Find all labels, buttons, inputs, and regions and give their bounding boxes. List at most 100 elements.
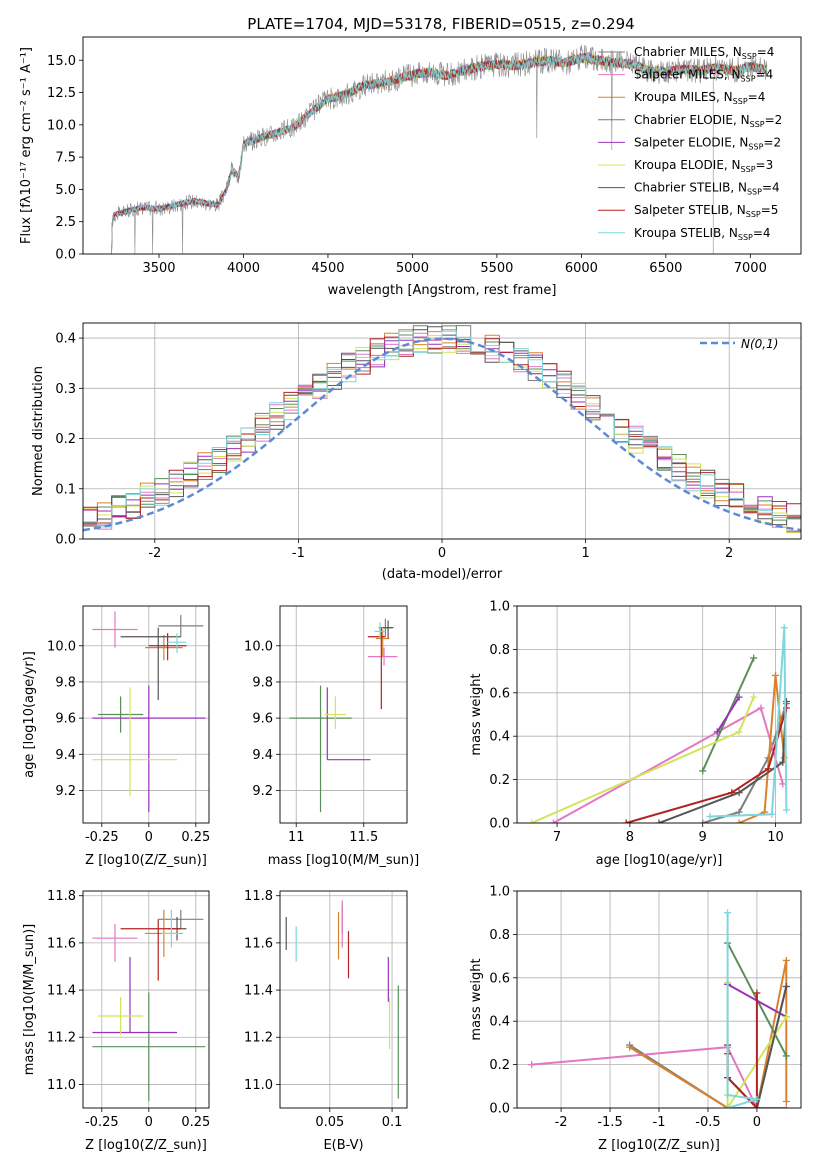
weight-marker — [753, 1104, 761, 1108]
y-tick-label: 0.0 — [489, 1102, 510, 1117]
weight-marker — [750, 693, 758, 701]
x-tick-label: 2 — [725, 546, 733, 561]
y-axis-label: Flux [fλ10⁻¹⁷ erg cm⁻² s⁻¹ A⁻¹] — [19, 47, 34, 244]
axes-frame — [279, 605, 408, 824]
legend-label-sub: SSP — [750, 120, 765, 129]
x-tick-label: -0.25 — [85, 1115, 119, 1130]
y-tick-label: 0.2 — [55, 432, 76, 447]
y-tick-label: 9.4 — [55, 748, 76, 763]
weight-marker — [699, 767, 707, 775]
x-axis-label: E(B-V) — [323, 1138, 363, 1153]
x-tick-label: 0 — [145, 830, 153, 845]
histogram-series-8 — [83, 336, 801, 539]
x-axis-label: Z [log10(Z/Z_sun)] — [85, 1138, 207, 1153]
x-tick-label: 0.05 — [315, 1115, 344, 1130]
y-tick-label: 0.0 — [489, 817, 510, 832]
y-tick-label: 0.6 — [489, 971, 510, 986]
x-axis-label: (data-model)/error — [382, 567, 503, 582]
y-tick-label: 12.5 — [47, 86, 76, 101]
x-tick-label: 6000 — [565, 261, 598, 276]
y-tick-label: 9.8 — [55, 675, 76, 690]
legend-label: Kroupa MILES, NSSP=4 — [634, 90, 765, 106]
y-tick-label: 11.2 — [47, 1031, 76, 1046]
y-tick-label: 10.0 — [47, 118, 76, 133]
x-tick-label: 0.25 — [181, 830, 210, 845]
legend-label-main: Salpeter STELIB, N — [634, 203, 746, 217]
x-tick-label: -1 — [653, 1115, 666, 1130]
weight-marker — [528, 819, 536, 823]
y-tick-label: 11.8 — [47, 889, 76, 904]
weight-marker — [622, 819, 630, 823]
y-tick-label: 9.2 — [252, 784, 273, 799]
y-tick-label: 1.0 — [489, 600, 510, 615]
y-tick-label: 11.6 — [244, 936, 273, 951]
legend-label-tail: =4 — [748, 90, 766, 104]
weight-marker — [750, 654, 758, 662]
legend-label: Chabrier ELODIE, NSSP=2 — [634, 113, 782, 129]
legend-label-main: Kroupa MILES, N — [634, 90, 733, 104]
weight-line-3 — [738, 675, 786, 823]
legend-label-tail: =2 — [763, 135, 781, 149]
y-tick-label: 9.8 — [252, 675, 273, 690]
weight-marker — [724, 1104, 732, 1108]
weight-marker — [724, 1091, 732, 1099]
y-axis-label: mass weight — [469, 673, 484, 755]
legend-label-tail: =5 — [761, 203, 779, 217]
weight-marker — [757, 704, 765, 712]
figure-title: PLATE=1704, MJD=53178, FIBERID=0515, z=0… — [247, 15, 634, 33]
x-axis-label: Z [log10(Z/Z_sun)] — [598, 1138, 720, 1153]
legend-label: Chabrier STELIB, NSSP=4 — [634, 181, 780, 197]
y-tick-label: 7.5 — [55, 151, 76, 166]
weight-vs-age-plot-area — [528, 624, 790, 823]
legend-label: Salpeter STELIB, NSSP=5 — [634, 203, 778, 219]
mass-vs-Z-panel: -0.25 0 0.25 11.0 11.2 11.4 11.6 11.8 Z [log10(Z… — [22, 889, 210, 1153]
weight-marker — [782, 1104, 790, 1108]
weight-line-1 — [702, 703, 788, 823]
legend-label-tail: =3 — [756, 158, 774, 172]
y-tick-label: 0.0 — [55, 248, 76, 263]
weight-marker — [724, 909, 732, 917]
y-tick-label: 0.1 — [55, 482, 76, 497]
weight-vs-age-panel: 7 8 9 10 0.0 0.2 0.4 0.6 0.8 1.0 age [log10(age/yr… — [469, 600, 802, 868]
legend-label: N(0,1) — [741, 337, 778, 351]
weight-marker — [782, 956, 790, 964]
x-tick-label: 0.1 — [382, 1115, 403, 1130]
legend-label-sub: SSP — [738, 233, 753, 242]
y-tick-label: 9.4 — [252, 748, 273, 763]
x-tick-label: -2 — [555, 1115, 568, 1130]
y-axis-label: mass weight — [469, 958, 484, 1040]
x-axis-label: age [log10(age/yr)] — [596, 853, 723, 868]
y-tick-label: 11.0 — [244, 1078, 273, 1093]
x-tick-label: 1 — [581, 546, 589, 561]
legend-label-main: Chabrier MILES, N — [634, 45, 742, 59]
weight-marker — [782, 697, 790, 705]
y-tick-label: 10.0 — [47, 639, 76, 654]
x-tick-label: -0.5 — [695, 1115, 720, 1130]
weight-marker — [782, 704, 790, 712]
weight-line-9 — [709, 627, 788, 818]
y-tick-label: 0.4 — [489, 1015, 510, 1030]
x-tick-label: 0.25 — [181, 1115, 210, 1130]
weight-marker — [655, 819, 663, 823]
y-tick-label: 0.0 — [55, 533, 76, 548]
weight-marker — [782, 1052, 790, 1060]
weight-vs-Z-plot-area — [528, 909, 790, 1108]
normal-reference-curve — [83, 337, 801, 532]
axes-frame — [82, 890, 210, 1109]
legend-label-sub: SSP — [747, 188, 762, 197]
mass-vs-Z-plot-area — [92, 909, 206, 1101]
weight-line-9 — [726, 912, 758, 1108]
legend-label-tail: =4 — [757, 45, 775, 59]
histogram-series-9 — [83, 330, 801, 539]
legend-label-main: Kroupa ELODIE, N — [634, 158, 741, 172]
x-tick-label: 0 — [438, 546, 446, 561]
axes-frame — [82, 36, 802, 255]
x-tick-label: -2 — [148, 546, 161, 561]
legend-label-main: Chabrier ELODIE, N — [634, 113, 750, 127]
legend-label: Chabrier MILES, NSSP=4 — [634, 45, 774, 61]
age-vs-Z-panel: -0.25 0 0.25 9.2 9.4 9.6 9.8 10.0 Z [log10(Z/Z_s… — [22, 605, 210, 868]
weight-line-5 — [716, 696, 740, 733]
legend-label-main: Salpeter ELODIE, N — [634, 135, 748, 149]
weight-line-7 — [658, 701, 788, 823]
